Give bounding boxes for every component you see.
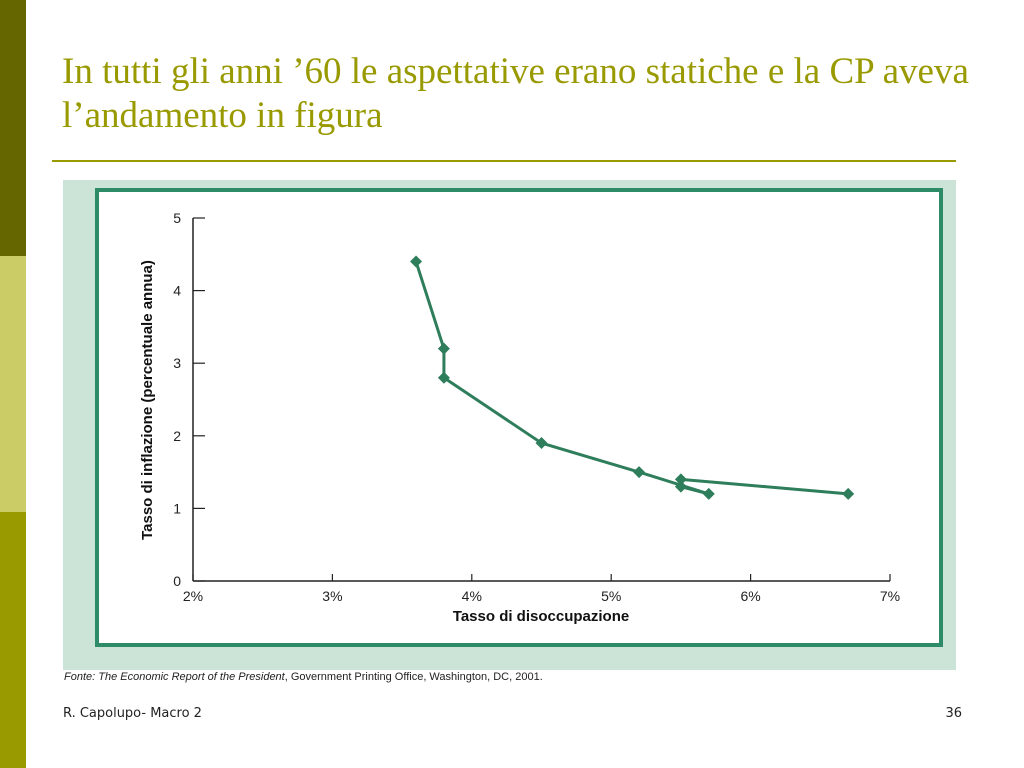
- y-tick-label: 0: [173, 573, 181, 589]
- x-tick-label: 7%: [880, 588, 900, 604]
- data-point: [437, 371, 450, 384]
- slide-title: In tutti gli anni ’60 le aspettative era…: [62, 51, 969, 136]
- data-point: [842, 487, 855, 500]
- y-axis-label: Tasso di inflazione (percentuale annua): [139, 260, 156, 540]
- y-tick-label: 5: [173, 210, 181, 226]
- page-number: 36: [945, 706, 962, 721]
- y-tick-label: 4: [173, 283, 181, 299]
- data-point: [633, 466, 646, 479]
- x-axis-label: Tasso di disoccupazione: [453, 608, 629, 625]
- x-tick-label: 6%: [740, 588, 760, 604]
- source-publication: The Economic Report of the President: [98, 671, 285, 683]
- x-tick-label: 4%: [462, 588, 482, 604]
- data-point: [702, 487, 715, 500]
- x-tick-label: 2%: [183, 588, 203, 604]
- decorative-side-bar-bottom: [0, 512, 26, 768]
- data-point: [674, 473, 687, 486]
- y-axis-ticks: 0 1 2 3 4 5: [173, 210, 205, 589]
- title-divider: [52, 160, 956, 162]
- data-point: [674, 480, 687, 493]
- footer-author: R. Capolupo- Macro 2: [63, 706, 202, 721]
- data-point: [437, 342, 450, 355]
- decorative-side-bar-top: [0, 0, 26, 256]
- x-axis-ticks: 2% 3% 4% 5% 6% 7%: [183, 574, 900, 604]
- source-note: Fonte: The Economic Report of the Presid…: [64, 671, 964, 683]
- x-tick-label: 3%: [322, 588, 342, 604]
- y-tick-label: 2: [173, 428, 181, 444]
- data-point: [410, 255, 423, 268]
- series-layer: [410, 255, 855, 500]
- y-tick-label: 3: [173, 355, 181, 371]
- data-point: [535, 437, 548, 450]
- x-tick-label: 5%: [601, 588, 621, 604]
- y-tick-label: 1: [173, 500, 181, 516]
- chart-frame: [95, 188, 943, 647]
- source-rest: , Government Printing Office, Washington…: [284, 671, 543, 683]
- decorative-side-bar-middle: [0, 256, 26, 512]
- source-prefix: Fonte:: [64, 671, 96, 683]
- series-line: [414, 261, 849, 496]
